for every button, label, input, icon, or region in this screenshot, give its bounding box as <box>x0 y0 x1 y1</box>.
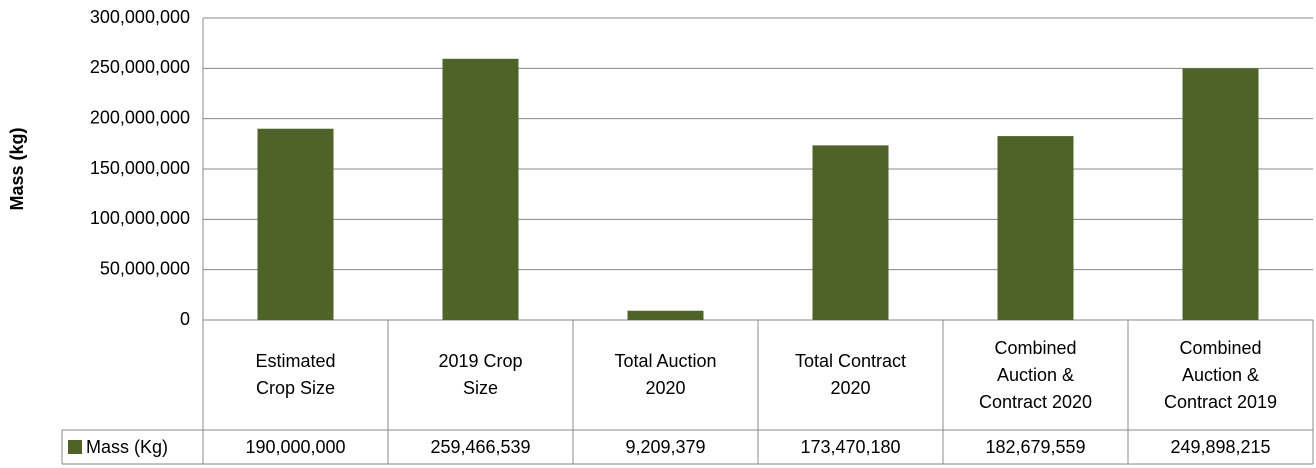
x-tick-cell: Combined Auction & Contract 2020 <box>943 320 1128 430</box>
x-tick-label: Combined Auction & Contract 2020 <box>978 337 1093 412</box>
data-label: 259,466,539 <box>430 437 530 457</box>
x-tick-cell: Combined Auction & Contract 2019 <box>1128 320 1313 430</box>
data-label: 249,898,215 <box>1170 437 1270 457</box>
data-label: 173,470,180 <box>800 437 900 457</box>
x-tick-label: Estimated Crop Size <box>255 351 336 398</box>
data-label: 9,209,379 <box>625 437 705 457</box>
x-tick-cell: Combined Auction & Contract 2020 <box>943 320 1128 430</box>
legend-label: Mass (Kg) <box>86 437 168 457</box>
x-tick-cell: Total Contract 2020 <box>758 320 943 430</box>
data-label: 190,000,000 <box>245 437 345 457</box>
y-axis-label: Mass (kg) <box>7 127 27 210</box>
x-tick-cell: Estimated Crop Size <box>203 320 388 430</box>
y-tick-label: 0 <box>180 309 190 329</box>
bar <box>1182 68 1259 321</box>
x-tick-label: Combined Auction & Contract 2019 <box>1163 337 1278 412</box>
y-tick-label: 150,000,000 <box>90 158 190 178</box>
x-tick-cell: 2019 Crop Size <box>388 320 573 430</box>
y-tick-label: 200,000,000 <box>90 107 190 127</box>
legend-swatch <box>68 440 82 454</box>
x-tick-cell: 2019 Crop Size <box>388 320 573 430</box>
x-tick-label: 2019 Crop Size <box>438 351 523 398</box>
x-tick-cell: Estimated Crop Size <box>203 320 388 430</box>
y-tick-label: 50,000,000 <box>100 258 190 278</box>
x-tick-label: Total Contract 2020 <box>794 351 907 398</box>
x-tick-label: Total Auction 2020 <box>614 351 717 398</box>
y-tick-label: 100,000,000 <box>90 208 190 228</box>
bar <box>997 136 1074 320</box>
y-tick-label: 300,000,000 <box>90 7 190 27</box>
bar <box>812 145 889 320</box>
x-tick-cell: Total Auction 2020 <box>573 320 758 430</box>
x-tick-cell: Combined Auction & Contract 2019 <box>1128 320 1313 430</box>
bar <box>442 58 519 321</box>
bar <box>257 128 334 320</box>
bar <box>627 310 704 320</box>
x-tick-cell: Total Contract 2020 <box>758 320 943 430</box>
data-label: 182,679,559 <box>985 437 1085 457</box>
x-tick-cell: Total Auction 2020 <box>573 320 758 430</box>
y-tick-label: 250,000,000 <box>90 57 190 77</box>
